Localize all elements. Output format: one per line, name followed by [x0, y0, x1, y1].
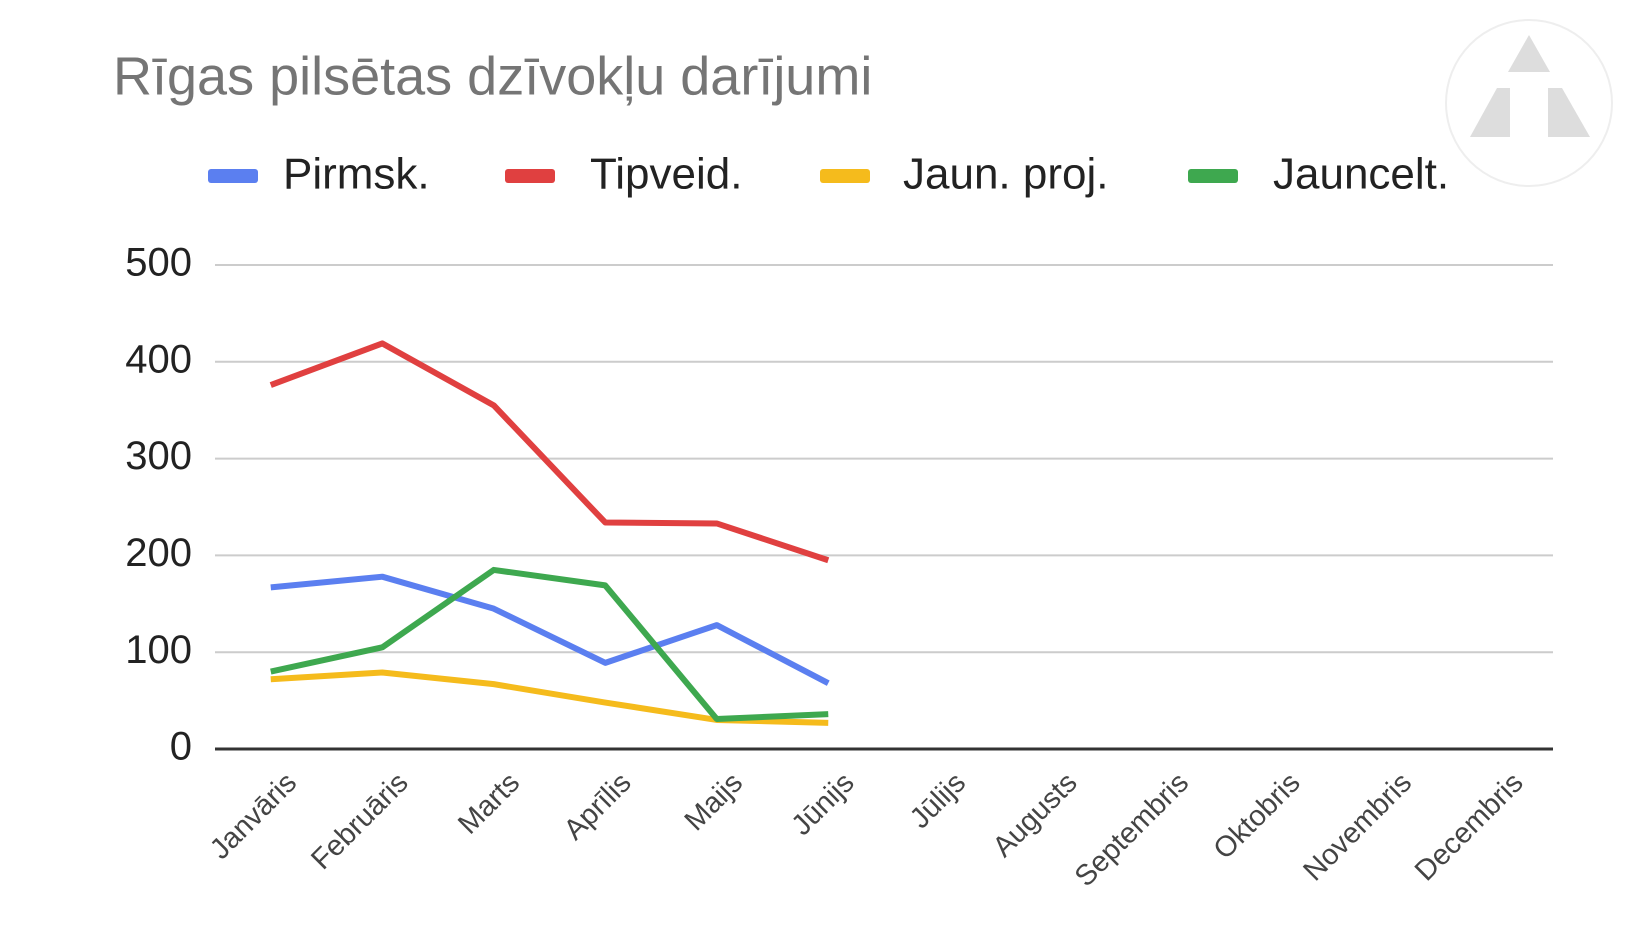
- y-tick-label: 500: [125, 241, 192, 285]
- legend-swatch: [505, 169, 555, 183]
- y-tick-label: 200: [125, 531, 192, 575]
- legend-swatch: [1188, 169, 1238, 183]
- series-line: [269, 340, 830, 564]
- legend-label: Pirmsk.: [283, 150, 430, 199]
- y-tick-label: 100: [125, 628, 192, 672]
- legend-label: Jauncelt.: [1273, 150, 1449, 199]
- logo-shape: [1548, 88, 1590, 137]
- series-line: [270, 566, 829, 722]
- series-line: [270, 573, 830, 686]
- y-tick-label: 400: [125, 337, 192, 381]
- legend-label: Tipveid.: [590, 150, 742, 199]
- logo-circle: [1445, 19, 1613, 187]
- logo: [1445, 19, 1613, 187]
- legend-label: Jaun. proj.: [903, 150, 1108, 199]
- logo-shape: [1470, 88, 1510, 137]
- y-tick-label: 300: [125, 434, 192, 478]
- logo-shape: [1508, 35, 1550, 72]
- y-tick-label: 0: [170, 725, 192, 769]
- chart-title: Rīgas pilsētas dzīvokļu darījumi: [113, 46, 872, 106]
- legend-swatch: [820, 169, 870, 183]
- legend-swatch: [208, 169, 258, 183]
